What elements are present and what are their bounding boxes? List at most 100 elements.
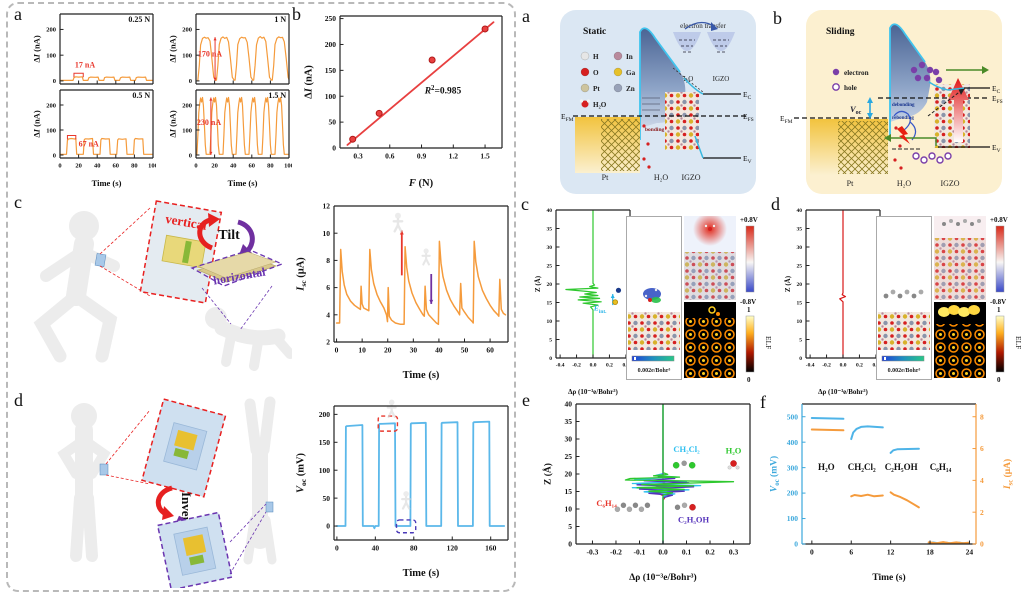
- svg-text:hole: hole: [844, 84, 857, 92]
- svg-text:40: 40: [547, 208, 553, 214]
- sliding-band-diagram: Sliding electron hole Voc debonding rebon…: [780, 10, 1003, 194]
- svg-text:50: 50: [323, 494, 331, 503]
- panel-label-b-left: b: [292, 4, 301, 24]
- svg-text:100: 100: [284, 163, 292, 170]
- svg-text:Time (s): Time (s): [92, 178, 122, 188]
- sensor-patch: [94, 253, 107, 268]
- svg-text:H₂O: H₂O: [818, 462, 835, 472]
- svg-text:H₂O: H₂O: [593, 101, 607, 109]
- svg-text:2: 2: [980, 508, 984, 517]
- svg-text:24: 24: [966, 548, 974, 557]
- electron-transfer-inset: electron transfer H₂O IGZO: [673, 21, 735, 83]
- svg-text:1 N: 1 N: [274, 15, 286, 24]
- svg-text:20: 20: [797, 282, 803, 288]
- voc-time-chart: 0 40 80 120 160 0 50 100 150 200 Time (s) Voc (mV): [292, 398, 516, 580]
- solvent-density-comparison-chart: CH₂Cl₂ H₂O C₆H₁₄ C₂H₅OH -0.3 -0.2 -0.1 0.0 0.1 0.…: [540, 398, 758, 584]
- svg-text:-0.4: -0.4: [806, 363, 815, 369]
- svg-text:0: 0: [53, 78, 56, 85]
- tilt-arrow-red-head: [208, 213, 220, 227]
- svg-text:20: 20: [75, 163, 82, 170]
- ev-label: EV: [743, 154, 752, 165]
- svg-text:Time (s): Time (s): [228, 178, 258, 188]
- water-molecules: [642, 124, 651, 169]
- charge-isosurface-green: [651, 297, 661, 303]
- svg-text:Δρ (10⁻³e/Bohr³): Δρ (10⁻³e/Bohr³): [568, 388, 618, 396]
- svg-text:200: 200: [787, 489, 799, 498]
- svg-text:4: 4: [980, 476, 984, 485]
- hexane-elf-map: [934, 302, 986, 378]
- svg-text:0.0: 0.0: [590, 363, 597, 369]
- svg-text:C₂H₅OH: C₂H₅OH: [678, 514, 709, 524]
- svg-text:15: 15: [547, 300, 553, 306]
- static-band-diagram: Static HO Pt H₂O In Ga Zn electron transfer H…: [560, 10, 756, 194]
- svg-text:Isc (μA): Isc (μA): [296, 257, 309, 292]
- svg-text:17 nA: 17 nA: [75, 61, 95, 70]
- svg-text:170 nA: 170 nA: [198, 49, 222, 58]
- tilt-arrow-red: [197, 217, 214, 251]
- svg-text:O: O: [593, 69, 599, 77]
- body-inversion-illustration: Invert: [57, 396, 277, 588]
- svg-text:Time (s): Time (s): [403, 370, 440, 381]
- svg-text:0: 0: [194, 163, 197, 170]
- igzo-lattice: [665, 92, 699, 150]
- panel-label-c-left: c: [14, 192, 22, 212]
- svg-text:400: 400: [787, 438, 799, 447]
- svg-text:-0.2: -0.2: [572, 363, 581, 369]
- svg-text:ΔI (nA): ΔI (nA): [32, 35, 42, 62]
- svg-text:Pt: Pt: [593, 85, 600, 93]
- svg-text:60: 60: [249, 163, 256, 170]
- atom-legend: HO Pt H₂O In Ga Zn: [579, 51, 636, 109]
- force-chart-1N: 1 N 170 nA 0 100 200 ΔI (nA): [166, 10, 292, 88]
- svg-text:0: 0: [568, 540, 572, 549]
- pt-lattice: [601, 119, 640, 171]
- svg-text:0: 0: [335, 544, 339, 553]
- elf-max-label: 1: [747, 306, 751, 314]
- svg-text:In: In: [626, 53, 633, 61]
- svg-text:20: 20: [565, 470, 573, 479]
- svg-text:10: 10: [565, 505, 573, 514]
- density-scale-label: 0.002e/Bohr³: [888, 368, 921, 374]
- svg-text:Z (Å): Z (Å): [784, 275, 792, 292]
- svg-text:0: 0: [810, 548, 814, 557]
- svg-text:4: 4: [326, 310, 330, 319]
- svg-text:40: 40: [230, 163, 237, 170]
- panel-label-b-right: b: [773, 8, 782, 28]
- callout-line: [229, 511, 267, 575]
- efs-label: EFS: [992, 94, 1003, 105]
- svg-text:0: 0: [549, 356, 552, 362]
- svg-text:Eint.: Eint.: [593, 304, 607, 316]
- hexane-molecule: [883, 289, 924, 299]
- hexane-elf-blob: [938, 305, 980, 317]
- pt-lattice: [838, 121, 888, 174]
- svg-text:5: 5: [549, 337, 552, 343]
- svg-text:C₆H₁₄: C₆H₁₄: [596, 498, 617, 508]
- svg-text:0.2: 0.2: [705, 548, 715, 557]
- svg-text:0.3: 0.3: [353, 152, 363, 161]
- svg-text:30: 30: [410, 346, 418, 355]
- left-panel-group-border: [6, 2, 516, 592]
- svg-text:150: 150: [325, 66, 337, 75]
- panel-label-e-right: e: [522, 390, 530, 410]
- svg-text:100: 100: [182, 52, 192, 59]
- svg-text:25: 25: [797, 263, 803, 269]
- svg-text:100: 100: [325, 92, 337, 101]
- h2o-elf-map: [684, 302, 736, 378]
- svg-text:500: 500: [787, 412, 799, 421]
- vertical-label: vertical: [164, 211, 208, 233]
- svg-text:0.0: 0.0: [840, 363, 847, 369]
- isc-time-chart: 0 10 20 30 40 50 60 2 4 6 8 10 12 Time (s) Isc (μA): [292, 198, 516, 382]
- svg-text:40: 40: [94, 163, 101, 170]
- sliding-title: Sliding: [826, 27, 855, 37]
- elf-axis-label: ELF: [1014, 336, 1023, 349]
- svg-text:50: 50: [329, 118, 337, 127]
- svg-text:5: 5: [568, 522, 572, 531]
- svg-text:Time (s): Time (s): [872, 572, 905, 583]
- sensor-patch: [99, 463, 109, 476]
- svg-text:Ga: Ga: [626, 69, 636, 77]
- svg-text:60: 60: [113, 163, 120, 170]
- svg-text:80: 80: [131, 163, 138, 170]
- igzo-region-label: IGZO: [940, 179, 959, 188]
- callout-line: [201, 287, 232, 325]
- svg-text:100: 100: [182, 127, 192, 134]
- svg-text:25: 25: [565, 452, 573, 461]
